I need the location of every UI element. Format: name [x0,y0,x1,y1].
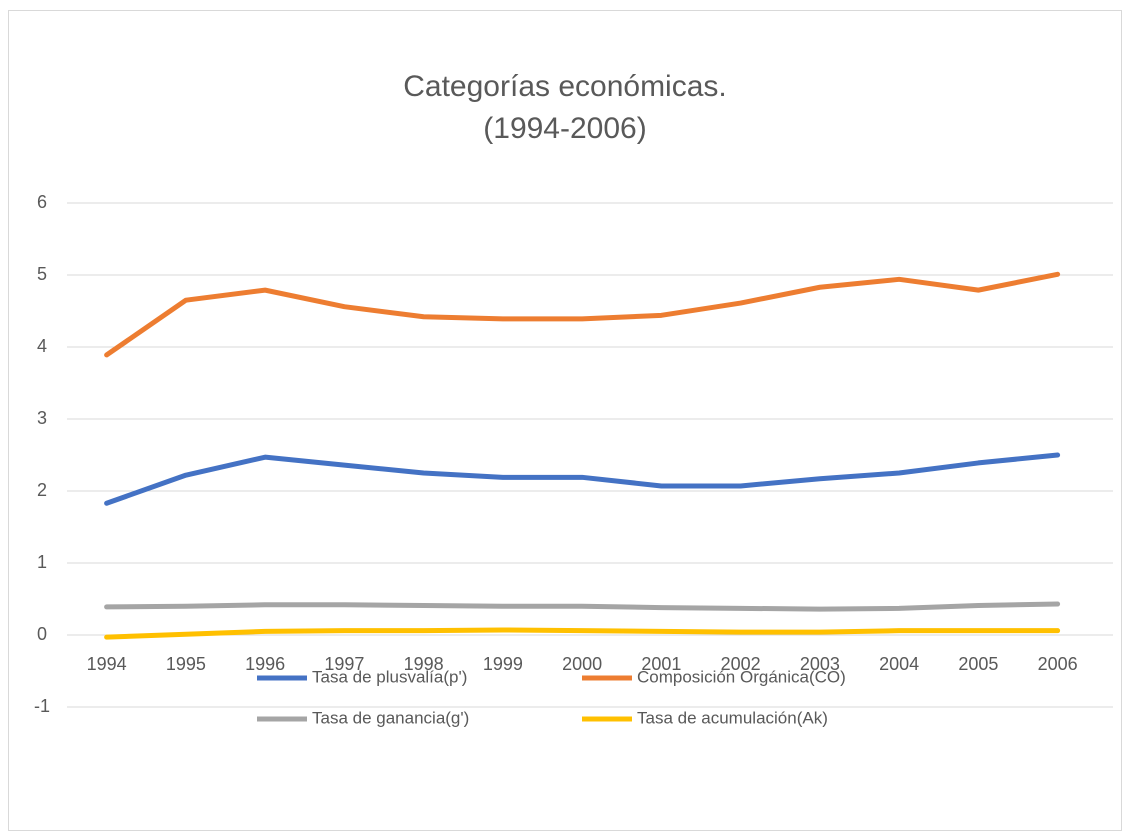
y-tick-label: 4 [37,336,47,356]
data-line [104,452,1061,506]
y-tick-label: 6 [37,192,47,212]
y-tick-label: 3 [37,408,47,428]
x-tick-label: 2006 [1038,654,1078,674]
data-line [104,601,1061,612]
y-tick-label: 5 [37,264,47,284]
chart-border [8,10,1122,831]
legend-label: Tasa de ganancia(g') [312,708,469,727]
chart-title: Categorías económicas. [403,70,727,103]
x-tick-label: 1997 [324,654,364,674]
x-tick-label: 2005 [958,654,998,674]
x-tick-label: 1999 [483,654,523,674]
chart-subtitle: (1994-2006) [483,112,646,145]
data-line [104,271,1061,358]
x-tick-label: 2004 [879,654,919,674]
x-tick-label: 2001 [641,654,681,674]
x-tick-label: 1994 [87,654,127,674]
legend-label: Tasa de acumulación(Ak) [637,708,828,727]
y-tick-label: 1 [37,552,47,572]
x-tick-label: 2003 [800,654,840,674]
y-tick-label: -1 [34,696,50,716]
x-tick-label: 1998 [404,654,444,674]
x-tick-label: 1995 [166,654,206,674]
x-tick-label: 1996 [245,654,285,674]
legend-label: Tasa de plusvalía(p') [312,667,467,686]
data-line [104,627,1061,640]
y-tick-label: 0 [37,624,47,644]
x-tick-label: 2000 [562,654,602,674]
legend-label: Composición Orgánica(CO) [637,667,846,686]
y-tick-label: 2 [37,480,47,500]
x-tick-label: 2002 [721,654,761,674]
